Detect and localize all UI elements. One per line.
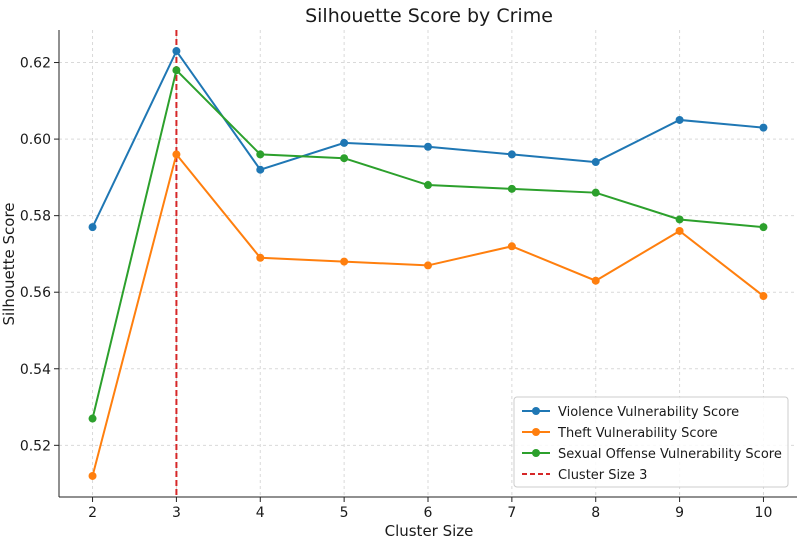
chart-title: Silhouette Score by Crime [305, 5, 553, 27]
x-tick-label: 10 [755, 505, 773, 521]
data-point [256, 150, 265, 159]
y-tick-label: 0.56 [20, 285, 51, 301]
data-point [88, 471, 97, 480]
data-point [340, 138, 349, 147]
data-point [88, 414, 97, 423]
y-tick-label: 0.52 [20, 438, 51, 454]
data-point [340, 154, 349, 163]
data-point [759, 123, 768, 132]
legend-label: Violence Vulnerability Score [558, 405, 739, 420]
data-point [256, 165, 265, 174]
data-point [256, 253, 265, 262]
data-point [759, 292, 768, 301]
data-point [507, 150, 516, 159]
data-point [424, 181, 432, 190]
x-tick-label: 5 [340, 505, 349, 521]
y-axis-label: Silhouette Score [0, 202, 18, 325]
data-point [172, 150, 181, 159]
data-point [591, 276, 600, 285]
data-point [88, 223, 97, 232]
data-point [675, 115, 684, 124]
data-point [591, 188, 600, 197]
legend-marker [532, 407, 540, 415]
data-point [507, 242, 516, 251]
x-tick-label: 7 [507, 505, 516, 521]
legend-label: Sexual Offense Vulnerability Score [558, 447, 782, 462]
data-point [675, 226, 684, 235]
axes: 2 3 4 5 6 7 8 9 10 0.52 0.54 0.56 0.58 0.60 0.62 [20, 30, 797, 521]
legend-label: Theft Vulnerability Score [557, 426, 718, 441]
y-tick-label: 0.54 [20, 362, 51, 378]
data-point [172, 66, 181, 75]
x-tick-label: 4 [256, 505, 265, 521]
legend-marker [532, 449, 540, 457]
data-point [591, 158, 600, 167]
x-tick-label: 3 [172, 505, 181, 521]
legend-label: Cluster Size 3 [558, 468, 647, 483]
data-point [675, 215, 684, 224]
data-point [424, 261, 432, 270]
legend: Violence Vulnerability Score Theft Vulner… [513, 396, 789, 488]
data-point [172, 47, 181, 56]
y-tick-label: 0.58 [20, 209, 51, 225]
x-tick-label: 2 [88, 505, 97, 521]
data-point [340, 257, 349, 266]
series-layer [88, 47, 768, 480]
data-point [759, 223, 768, 232]
y-tick-label: 0.62 [20, 56, 51, 72]
x-tick-label: 9 [675, 505, 684, 521]
data-point [424, 142, 432, 151]
x-tick-label: 8 [591, 505, 600, 521]
legend-marker [532, 428, 540, 436]
legend-box [513, 396, 789, 488]
y-tick-label: 0.60 [20, 132, 51, 148]
x-axis-label: Cluster Size [385, 522, 474, 540]
x-tick-label: 6 [424, 505, 433, 521]
data-point [507, 184, 516, 193]
